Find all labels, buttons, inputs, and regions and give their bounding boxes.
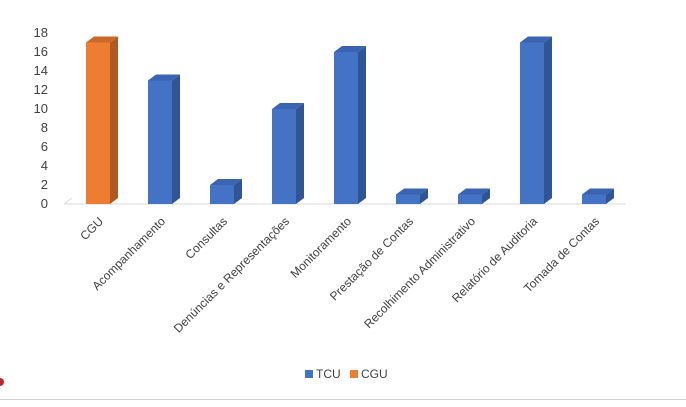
x-category-label: CGU (77, 214, 106, 243)
legend-swatch-tcu (305, 370, 313, 378)
bar-front-face (458, 194, 482, 204)
legend: TCU CGU (305, 367, 388, 381)
bar-top-face (520, 36, 552, 43)
y-tick-label: 0 (41, 196, 48, 211)
x-category-label: Monitoramento (288, 214, 355, 281)
bar-side-face (544, 36, 552, 204)
bar-front-face (210, 185, 234, 204)
bar-tcu-8 (582, 188, 614, 204)
bar-top-face (210, 179, 242, 185)
legend-label-tcu: TCU (316, 367, 341, 381)
bar-front-face (272, 109, 296, 204)
bar-side-face (172, 74, 180, 204)
bar-front-face (86, 42, 110, 204)
bar-tcu-4 (334, 46, 366, 204)
y-axis-ticks: 0 2 4 6 8 10 12 14 16 18 (34, 25, 48, 211)
bottom-border (0, 399, 686, 400)
legend-label-cgu: CGU (361, 367, 388, 381)
bars (86, 36, 614, 204)
corner-marker (0, 378, 4, 386)
y-tick-label: 8 (41, 120, 48, 135)
bar-side-face (296, 103, 304, 204)
floor-edge-line (63, 197, 73, 205)
bar-top-face (148, 74, 180, 81)
y-tick-label: 14 (34, 63, 48, 78)
y-tick-label: 6 (41, 139, 48, 154)
bar-tcu-7 (520, 36, 552, 204)
y-tick-label: 16 (34, 44, 48, 59)
bar-side-face (420, 188, 428, 204)
bar-tcu-3 (272, 103, 304, 204)
x-category-label: Denúncias e Representações (171, 214, 292, 335)
x-category-label: Consultas (182, 214, 230, 262)
bar-cgu-0 (86, 36, 118, 204)
y-tick-label: 18 (34, 25, 48, 40)
bar-tcu-5 (396, 188, 428, 204)
bar-top-face (396, 188, 428, 195)
y-tick-label: 12 (34, 82, 48, 97)
bar-side-face (358, 46, 366, 204)
bar-top-face (582, 188, 614, 195)
legend-swatch-cgu (350, 370, 358, 378)
y-tick-label: 2 (41, 177, 48, 192)
bar-tcu-6 (458, 188, 490, 204)
bar-side-face (482, 188, 490, 204)
bar-side-face (110, 36, 118, 204)
bar-side-face (606, 188, 614, 204)
bar-top-face (334, 46, 366, 52)
bar-top-face (86, 36, 118, 43)
bar-front-face (520, 42, 544, 204)
bar-top-face (272, 103, 304, 109)
bar-front-face (582, 194, 606, 204)
bar-side-face (234, 179, 242, 204)
bar-front-face (148, 80, 172, 204)
y-tick-label: 10 (34, 101, 48, 116)
y-tick-label: 4 (41, 158, 48, 173)
bar-front-face (396, 194, 420, 204)
bar-top-face (458, 188, 490, 195)
x-category-label: Recolhimento Administrativo (361, 214, 478, 331)
bar-tcu-1 (148, 74, 180, 204)
bar-front-face (334, 52, 358, 204)
bar-tcu-2 (210, 179, 242, 204)
